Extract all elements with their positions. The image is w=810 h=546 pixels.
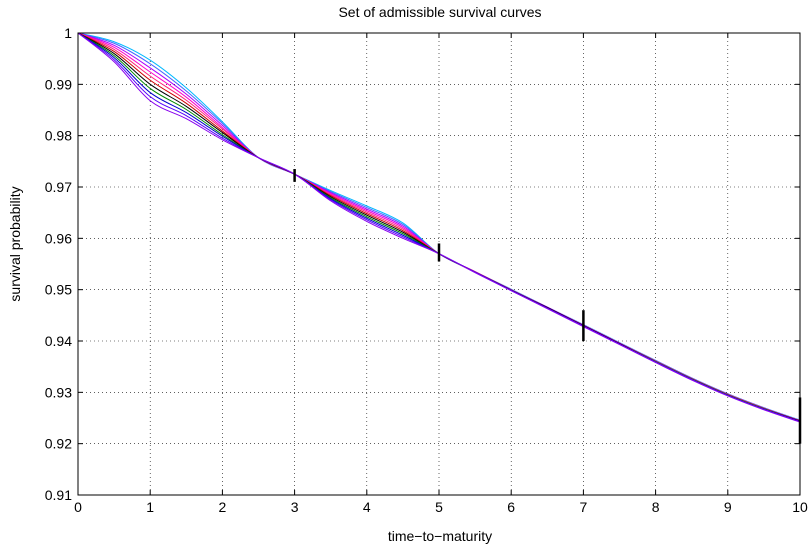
x-tick-label: 5 bbox=[435, 499, 443, 515]
x-tick-label: 0 bbox=[74, 499, 82, 515]
x-tick-label: 1 bbox=[146, 499, 154, 515]
axis-ticks bbox=[77, 32, 801, 496]
survival-curve bbox=[77, 32, 801, 422]
x-tick-label: 2 bbox=[219, 499, 227, 515]
x-tick-labels: 0 1 2 3 4 5 6 7 8 9 10 bbox=[74, 499, 808, 515]
x-tick-label: 10 bbox=[792, 499, 808, 515]
y-axis-label: survival probability bbox=[7, 186, 23, 301]
y-tick-label: 1 bbox=[64, 25, 72, 41]
x-tick-label: 6 bbox=[507, 499, 515, 515]
x-tick-label: 7 bbox=[580, 499, 588, 515]
chart-title: Set of admissible survival curves bbox=[338, 4, 541, 20]
y-tick-label: 0.93 bbox=[45, 384, 72, 400]
y-tick-label: 0.96 bbox=[45, 230, 72, 246]
x-tick-label: 8 bbox=[652, 499, 660, 515]
y-tick-label: 0.98 bbox=[45, 128, 72, 144]
x-axis-label: time−to−maturity bbox=[388, 528, 492, 544]
y-tick-label: 0.91 bbox=[45, 487, 72, 503]
grid bbox=[77, 32, 801, 496]
x-tick-label: 3 bbox=[291, 499, 299, 515]
y-tick-label: 0.92 bbox=[45, 436, 72, 452]
series-curves bbox=[77, 32, 801, 423]
x-tick-label: 9 bbox=[724, 499, 732, 515]
y-tick-label: 0.99 bbox=[45, 76, 72, 92]
x-tick-label: 4 bbox=[363, 499, 371, 515]
y-tick-label: 0.94 bbox=[45, 333, 72, 349]
y-tick-label: 0.95 bbox=[45, 282, 72, 298]
y-tick-label: 0.97 bbox=[45, 179, 72, 195]
y-tick-labels: 0.91 0.92 0.93 0.94 0.95 0.96 0.97 0.98 0.99 1 bbox=[45, 25, 72, 503]
